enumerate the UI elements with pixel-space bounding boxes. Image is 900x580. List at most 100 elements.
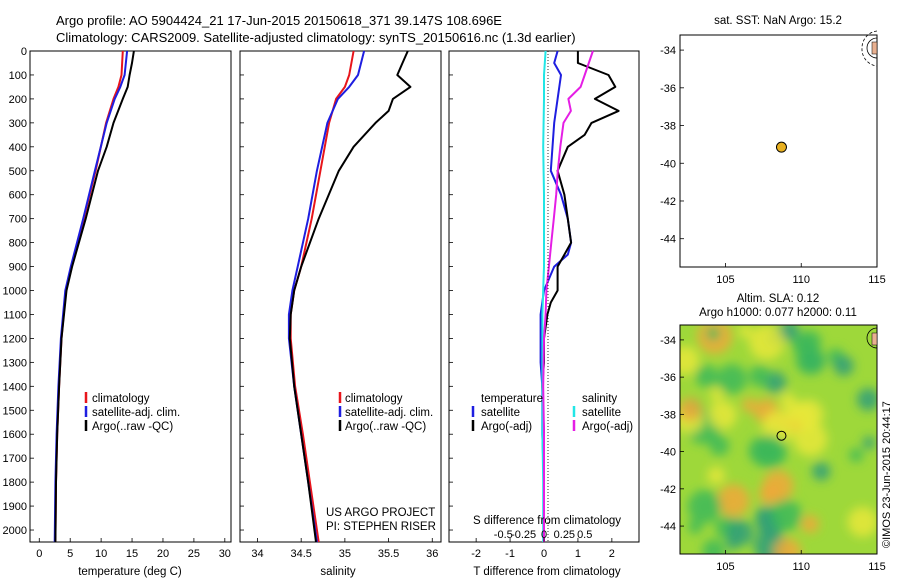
depth-tick-label: 1700 <box>3 453 27 465</box>
svg-text:Argo(..raw -QC): Argo(..raw -QC) <box>92 421 173 433</box>
sst-map-frame <box>679 34 878 268</box>
depth-tick-label: 1400 <box>3 381 27 393</box>
salinity-panel-frame <box>239 50 442 543</box>
coast-contour-outer <box>861 30 878 67</box>
sla-heatmap <box>680 325 877 554</box>
map-y-tick-label: -38 <box>660 409 676 421</box>
x-tick-label: 25 <box>188 548 200 560</box>
float-position-marker <box>775 141 787 153</box>
series-line-satellite-adj-clim- <box>287 50 366 543</box>
x-tick-label: 35.5 <box>378 548 399 560</box>
depth-tick-label: 900 <box>9 262 27 274</box>
depth-tick-label: 1600 <box>3 429 27 441</box>
difference-legend: temperature salinity satellite Argo(-adj… <box>471 393 633 433</box>
map-y-tick-label: -44 <box>660 234 676 246</box>
x-tick-label: 36 <box>426 548 438 560</box>
map-y-tick-label: -34 <box>660 335 676 347</box>
sla-map-frame <box>679 324 878 555</box>
series-line-s-argo-adj- <box>542 50 594 542</box>
svg-text:satellite-adj. clim.: satellite-adj. clim. <box>92 407 180 419</box>
map-x-tick-label: 105 <box>716 561 734 573</box>
svg-text:satellite-adj. clim.: satellite-adj. clim. <box>345 407 433 419</box>
depth-tick-label: 1900 <box>3 501 27 513</box>
svg-text:satellite: satellite <box>582 407 621 419</box>
x-tick-label: 35 <box>339 548 351 560</box>
svg-text:climatology: climatology <box>345 393 403 405</box>
depth-tick-label: 1800 <box>3 477 27 489</box>
difference-series <box>539 50 620 542</box>
depth-tick-label: 1500 <box>3 405 27 417</box>
depth-tick-label: 700 <box>9 214 27 226</box>
s-diff-tick-label: -0.5 <box>494 529 513 541</box>
svg-text:satellite: satellite <box>481 407 520 419</box>
map-y-tick-label: -42 <box>660 196 676 208</box>
x-tick-label: 0 <box>36 548 42 560</box>
svg-text:Argo(-adj): Argo(-adj) <box>481 421 532 433</box>
title-line-1: Argo profile: AO 5904424_21 17-Jun-2015 … <box>56 13 502 28</box>
sla-map: 105 110 115 -34 -36 -38 -40 -42 -44 <box>660 335 886 573</box>
series-line-argo-raw-qc- <box>54 50 135 543</box>
salinity-series <box>287 50 412 543</box>
depth-tick-label: 1300 <box>3 357 27 369</box>
depth-tick-label: 1000 <box>3 286 27 298</box>
map-y-tick-label: -34 <box>660 45 676 57</box>
depth-tick-label: 600 <box>9 190 27 202</box>
map-y-tick-label: -40 <box>660 158 676 170</box>
coast-contour <box>866 37 878 59</box>
series-line-climatology <box>289 50 355 543</box>
map-x-tick-label: 115 <box>868 274 886 286</box>
s-diff-tick-label: -0.25 <box>511 529 536 541</box>
depth-tick-label: 1200 <box>3 333 27 345</box>
depth-tick-label: 400 <box>9 142 27 154</box>
series-line-t-satellite <box>539 50 573 542</box>
x-tick-label: 34 <box>251 548 263 560</box>
coast-patch <box>871 41 878 55</box>
map-y-tick-label: -40 <box>660 447 676 459</box>
temperature-panel-frame <box>29 50 232 543</box>
s-diff-tick-label: 0.25 <box>554 529 575 541</box>
map-y-tick-label: -42 <box>660 484 676 496</box>
x-tick-label: 30 <box>219 548 231 560</box>
depth-tick-label: 500 <box>9 166 27 178</box>
temperature-series <box>53 50 135 543</box>
temperature-legend: climatology satellite-adj. clim. Argo(..… <box>84 392 180 433</box>
x-tick-label: -2 <box>471 548 481 560</box>
map-y-tick-label: -44 <box>660 521 676 533</box>
sdiff-xlabel: S difference from climatology <box>473 515 621 527</box>
sla-map-title-2: Argo h1000: 0.077 h2000: 0.11 <box>699 307 857 319</box>
title-line-2: Climatology: CARS2009. Satellite-adjuste… <box>56 30 576 45</box>
x-tick-label: 15 <box>126 548 138 560</box>
svg-text:Argo(..raw -QC): Argo(..raw -QC) <box>345 421 426 433</box>
sst-map-title: sat. SST: NaN Argo: 15.2 <box>714 15 842 27</box>
sla-map-title-1: Altim. SLA: 0.12 <box>737 293 819 305</box>
float-position-marker <box>776 430 787 441</box>
x-tick-label: 5 <box>67 548 73 560</box>
x-tick-label: 0 <box>541 548 547 560</box>
map-y-tick-label: -38 <box>660 121 676 133</box>
series-line-s-satellite <box>541 50 547 542</box>
x-tick-label: -1 <box>505 548 515 560</box>
svg-text:climatology: climatology <box>92 393 150 405</box>
depth-tick-label: 200 <box>9 94 27 106</box>
depth-tick-label: 300 <box>9 118 27 130</box>
map-x-tick-label: 110 <box>792 561 810 573</box>
imos-credit: ©IMOS 23-Jun-2015 20:44:17 <box>881 401 893 548</box>
map-y-tick-label: -36 <box>660 83 676 95</box>
svg-text:Argo(-adj): Argo(-adj) <box>582 421 633 433</box>
depth-tick-label: 0 <box>21 46 27 58</box>
map-x-tick-label: 105 <box>716 274 734 286</box>
svg-text:temperature: temperature <box>481 393 543 405</box>
depth-tick-label: 1100 <box>3 309 27 321</box>
x-tick-label: 34.5 <box>290 548 311 560</box>
salinity-xlabel: salinity <box>320 566 355 578</box>
depth-axis: 0 100 200 300 400 500 600 700 800 900 1000 1100 1200… <box>3 46 453 537</box>
sst-map: 105 110 115 -34 -36 -38 -40 -42 -44 <box>660 45 886 286</box>
tdiff-xlabel: T difference from climatology <box>473 566 620 578</box>
s-diff-tick-label: 0.5 <box>577 529 592 541</box>
depth-tick-label: 800 <box>9 238 27 250</box>
x-tick-label: 20 <box>157 548 169 560</box>
map-x-tick-label: 110 <box>792 274 810 286</box>
temperature-xlabel: temperature (deg C) <box>78 566 182 578</box>
panel-ticks: 0 5 10 15 20 25 30 34 34.5 35 35.5 36 -2 -1 0 1 2 -0.5-0.… <box>36 529 615 560</box>
